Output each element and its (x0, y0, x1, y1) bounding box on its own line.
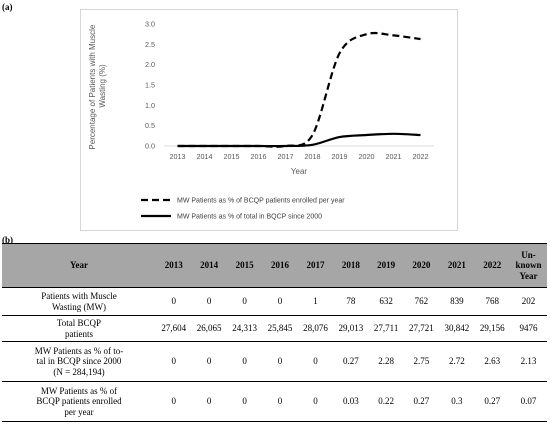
x-tick-label: 2018 (305, 152, 321, 161)
x-tick-label: 2017 (278, 152, 294, 161)
series-line-total (177, 132, 421, 148)
table-cell: 0.07 (509, 381, 547, 422)
table-cell: 202 (509, 287, 547, 316)
y-tick-label: 1.5 (145, 81, 155, 90)
table-cell: 0 (297, 381, 334, 422)
table-cell: 9476 (509, 315, 547, 342)
header-cell: 2016 (262, 243, 298, 288)
table-cell: 0 (156, 341, 192, 382)
x-tick-label: 2013 (170, 152, 186, 161)
header-cell: 2022 (474, 243, 510, 288)
table-cell: 0 (156, 287, 192, 316)
panel-a-label: (a) (2, 2, 13, 12)
table-cell: 30,842 (439, 315, 475, 342)
x-axis-title: Year (291, 167, 308, 176)
table-cell: 2.63 (474, 341, 510, 382)
table-cell: 632 (368, 287, 404, 316)
row-label: MW Patients as % of to-tal in BCQP since… (2, 341, 156, 382)
table-cell: 0 (262, 381, 298, 422)
chart-svg: 0.00.51.01.52.02.53.0 2013 2014 2015 2016 20… (88, 20, 434, 221)
x-tick-labels: 2013 2014 2015 2016 2017 2018 2019 2020 2021 2022 (170, 152, 429, 161)
row-label: Patients with Muscle Wasting (MW) (2, 287, 156, 316)
series-line-per-year (177, 31, 421, 148)
table-cell: 0.27 (403, 381, 440, 422)
table-cell: 1 (297, 287, 334, 316)
table-cell: 762 (403, 287, 440, 316)
header-cell: Un-known Year (509, 243, 547, 288)
table-cell: 29,013 (333, 315, 369, 342)
header-cell: 2013 (156, 243, 192, 288)
table-cell: 0 (191, 287, 227, 316)
header-cell: 2019 (368, 243, 404, 288)
table-cell: 0.03 (333, 381, 369, 422)
table-cell: 27,721 (403, 315, 440, 342)
table-cell: 24,313 (226, 315, 263, 342)
table-cell: 2.28 (368, 341, 404, 382)
table-row: MW Patients as % of to-tal in BCQP since… (2, 341, 547, 382)
table-cell: 768 (474, 287, 510, 316)
table-cell: 0.22 (368, 381, 404, 422)
legend: MW Patients as % of BCQP patients enroll… (141, 198, 345, 221)
table-cell: 0 (191, 341, 227, 382)
table-row: MW Patients as % of BCQP patients enrolle… (2, 381, 547, 422)
table-cell: 0.27 (474, 381, 510, 422)
table-cell: 78 (333, 287, 369, 316)
x-tick-label: 2014 (197, 152, 213, 161)
header-cell: 2015 (226, 243, 263, 288)
table-cell: 0 (191, 381, 227, 422)
table-cell: 0 (156, 381, 192, 422)
row-label: MW Patients as % of BCQP patients enrolle… (2, 381, 156, 422)
y-tick-label: 1.0 (145, 101, 155, 110)
legend-label: MW Patients as % of BCQP patients enroll… (177, 198, 345, 205)
table-cell: 0 (297, 341, 334, 382)
table-cell: 0 (226, 341, 263, 382)
table-cell: 25,845 (262, 315, 298, 342)
table-row: Patients with Muscle Wasting (MW) 0 0 0 0 1 78 6… (2, 287, 547, 316)
y-tick-label: 0.5 (145, 121, 155, 130)
row-label: Total BCQP patients (2, 315, 156, 342)
table-body: Patients with Muscle Wasting (MW) 0 0 0 0 1 78 6… (2, 287, 547, 422)
table-cell: 27,604 (156, 315, 192, 342)
y-tick-labels: 0.0 0.5 1.0 1.5 2.0 2.5 3.0 (145, 20, 155, 151)
table-cell: 0 (262, 287, 298, 316)
legend-label: MW Patients as % of total in BQCP since … (177, 214, 322, 221)
header-cell: 2018 (333, 243, 369, 288)
y-tick-label: 2.0 (145, 60, 155, 69)
y-axis-title: Percentage of Patients with Muscle Wasti… (88, 22, 107, 149)
table-cell: 0 (262, 341, 298, 382)
x-tick-label: 2019 (332, 152, 348, 161)
header-year: Year (2, 243, 156, 288)
header-cell: 2021 (439, 243, 475, 288)
table-cell: 2.72 (439, 341, 475, 382)
table-cell: 0.3 (439, 381, 475, 422)
table-cell: 0 (226, 381, 263, 422)
table-cell: 2.75 (403, 341, 440, 382)
header-cell: 2017 (297, 243, 334, 288)
x-tick-label: 2022 (413, 152, 429, 161)
data-table: Year 2013 2014 2015 2016 2017 2018 2019 2020 2021… (2, 243, 547, 422)
table-cell: 28,076 (297, 315, 334, 342)
line-chart: 0.0 0.5 1.0 1.5 2.0 2.5 3.0 2013 2014 2015 2016 20… (80, 9, 458, 231)
x-tick-label: 2015 (224, 152, 240, 161)
table-cell: 839 (439, 287, 475, 316)
table-row: Total BCQP patients 27,604 26,065 24,313 25,8… (2, 315, 547, 342)
x-tick-label: 2020 (359, 152, 375, 161)
table-cell: 2.13 (509, 341, 547, 382)
x-tick-label: 2021 (386, 152, 402, 161)
panel-b-label: (b) (2, 235, 13, 245)
y-tick-label: 0.0 (145, 142, 155, 151)
table-cell: 29,156 (474, 315, 510, 342)
y-tick-label: 2.5 (145, 40, 155, 49)
header-cell: 2014 (191, 243, 227, 288)
header-cell: 2020 (403, 243, 440, 288)
series-lines (177, 31, 421, 148)
table-cell: 0 (226, 287, 263, 316)
x-tick-label: 2016 (251, 152, 267, 161)
table-cell: 27,711 (368, 315, 404, 342)
y-tick-label: 3.0 (145, 20, 155, 29)
table-header-row: Year 2013 2014 2015 2016 2017 2018 2019 2020 2021… (2, 243, 547, 288)
table-cell: 0.27 (333, 341, 369, 382)
table-cell: 26,065 (191, 315, 227, 342)
